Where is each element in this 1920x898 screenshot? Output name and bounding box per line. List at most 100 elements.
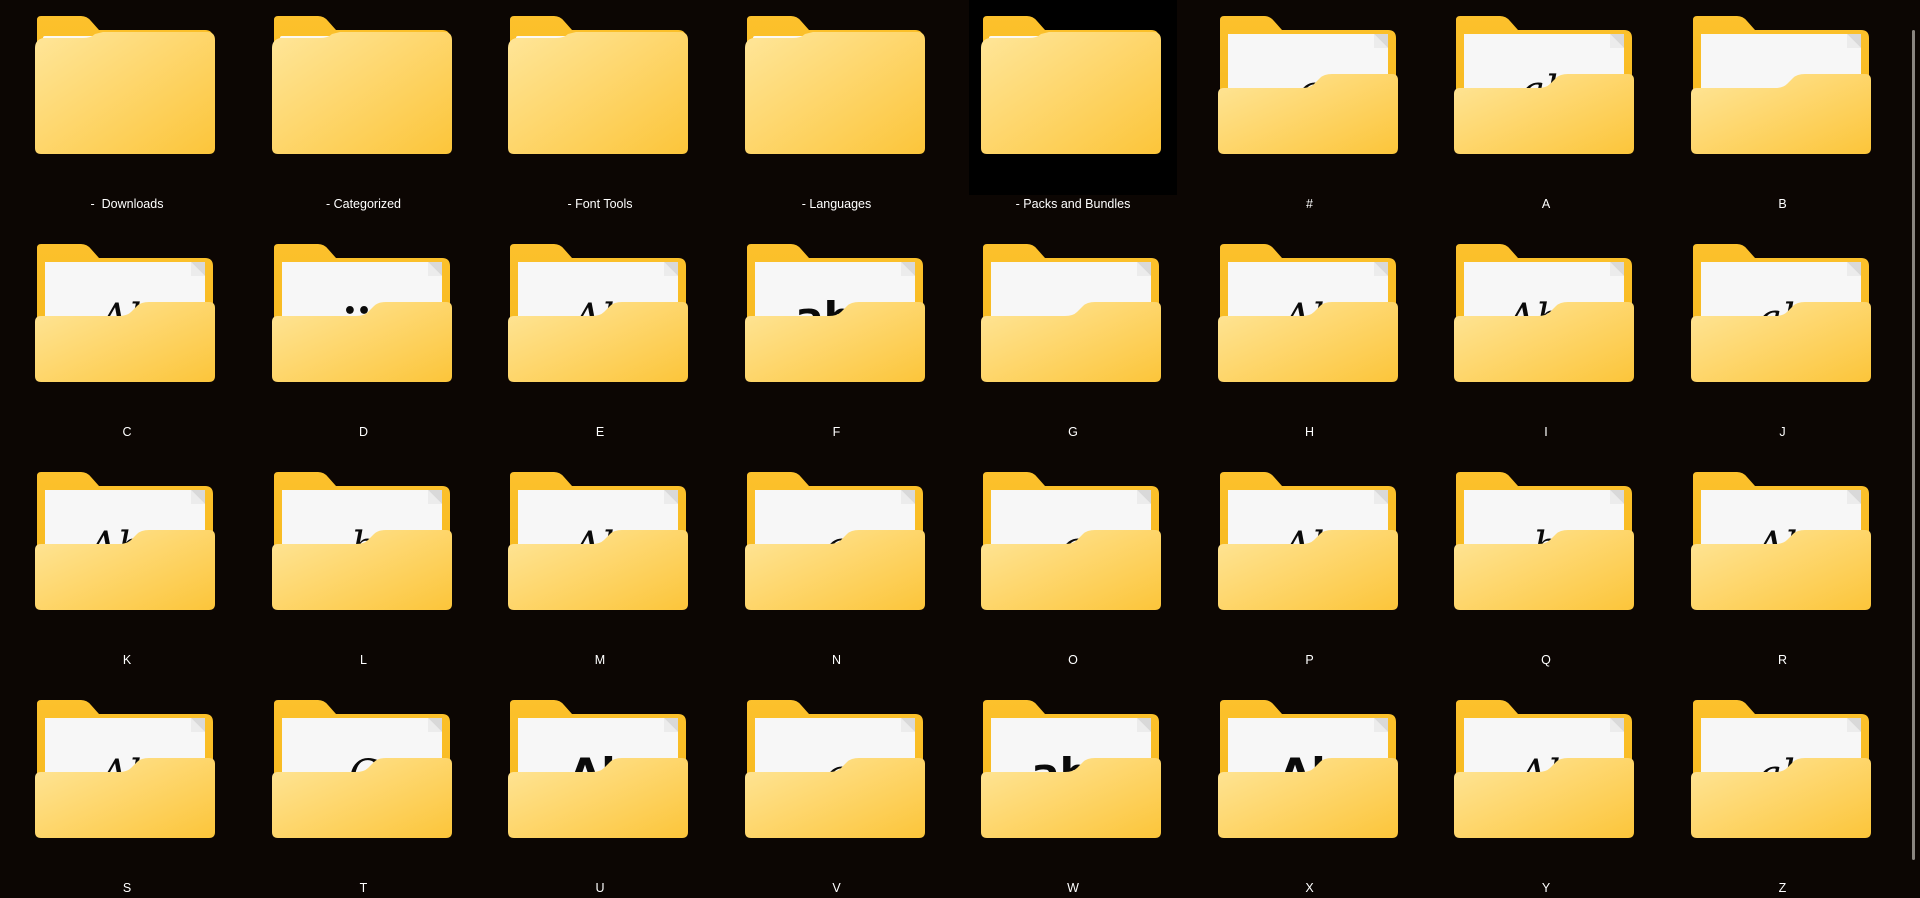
folder-item-22[interactable]: Ab P (1206, 456, 1414, 684)
folder-front (1454, 302, 1634, 382)
folder-label: - Categorized (325, 197, 402, 211)
folder-item-13[interactable]: G (969, 228, 1177, 456)
folder-front (271, 32, 452, 154)
folder-with-document-icon: a (1217, 16, 1398, 154)
folder-front (981, 530, 1161, 610)
folder-with-document-icon: b (271, 472, 452, 610)
folder-item-31[interactable]: Ab Y (1442, 684, 1650, 898)
folder-label: T (359, 881, 368, 895)
folder-icon (744, 16, 925, 154)
folder-front (1454, 758, 1634, 838)
folder-front (1454, 530, 1634, 610)
folder-with-document-icon: Ab (1690, 472, 1871, 610)
folder-item-2[interactable]: - Categorized (260, 0, 468, 228)
folder-front (271, 530, 452, 610)
folder-item-16[interactable]: ab J (1679, 228, 1887, 456)
folder-front (981, 32, 1161, 154)
folder-item-8[interactable]: B (1679, 0, 1887, 228)
folder-front (1217, 302, 1398, 382)
folder-label: - Downloads (90, 197, 164, 211)
folder-item-26[interactable]: C T (260, 684, 468, 898)
folder-with-document-icon (1690, 16, 1871, 154)
folder-with-document-icon: Ab (508, 244, 688, 382)
folder-front (744, 302, 925, 382)
folder-label: C (122, 425, 132, 439)
folder-item-7[interactable]: ab A (1442, 0, 1650, 228)
folder-label: G (1068, 425, 1078, 439)
folder-label: L (360, 653, 367, 667)
folder-label: Q (1541, 653, 1551, 667)
folder-label: P (1305, 653, 1314, 667)
folder-front (271, 758, 452, 838)
vertical-scrollbar[interactable] (1910, 0, 1920, 898)
folder-with-document-icon: Ab (1217, 244, 1398, 382)
folder-front (744, 758, 925, 838)
folder-label: H (1304, 425, 1315, 439)
folder-item-20[interactable]: a N (733, 456, 941, 684)
folder-item-27[interactable]: Ab U (496, 684, 704, 898)
folder-front (1690, 302, 1871, 382)
folder-item-5[interactable]: - Packs and Bundles (969, 0, 1177, 228)
folder-with-document-icon: Aba (1454, 244, 1634, 382)
folder-with-document-icon: Abc (35, 472, 215, 610)
folder-front (508, 530, 688, 610)
folder-front (1217, 530, 1398, 610)
folder-with-document-icon: abc (744, 244, 925, 382)
folder-front (981, 302, 1161, 382)
folder-label: - Packs and Bundles (1015, 197, 1131, 211)
scrollbar-thumb[interactable] (1912, 30, 1915, 860)
folder-item-10[interactable]: ••• D (260, 228, 468, 456)
folder-label: Y (1541, 881, 1551, 895)
folder-item-9[interactable]: Ab C (23, 228, 231, 456)
folder-label: R (1777, 653, 1788, 667)
folder-icon (35, 16, 215, 154)
folder-item-1[interactable]: - Downloads (23, 0, 231, 228)
folder-item-4[interactable]: - Languages (733, 0, 941, 228)
folder-label: - Languages (801, 197, 872, 211)
folder-item-12[interactable]: abc F (733, 228, 941, 456)
folder-item-23[interactable]: b Q (1442, 456, 1650, 684)
folder-item-18[interactable]: b L (260, 456, 468, 684)
folder-front (744, 530, 925, 610)
folder-item-17[interactable]: Abc K (23, 456, 231, 684)
folder-label: U (595, 881, 605, 895)
folder-label: W (1067, 881, 1079, 895)
folder-item-25[interactable]: Ab S (23, 684, 231, 898)
folder-item-11[interactable]: Ab E (496, 228, 704, 456)
folder-item-19[interactable]: Ab M (496, 456, 704, 684)
folder-item-6[interactable]: a # (1206, 0, 1414, 228)
folder-item-30[interactable]: Ab X (1206, 684, 1414, 898)
folder-item-32[interactable]: ab Z (1679, 684, 1887, 898)
folder-front (35, 302, 215, 382)
folder-front (35, 530, 215, 610)
folder-with-document-icon: ab (1690, 700, 1871, 838)
folder-front (35, 32, 215, 154)
folder-item-28[interactable]: a V (733, 684, 941, 898)
folder-label: X (1305, 881, 1314, 895)
folder-with-document-icon: C (271, 700, 452, 838)
folder-item-21[interactable]: a O (969, 456, 1177, 684)
folder-label: V (832, 881, 841, 895)
folder-label: B (1778, 197, 1787, 211)
folder-front (1217, 758, 1398, 838)
folder-label: - Font Tools (567, 197, 633, 211)
folder-front (508, 302, 688, 382)
folder-item-29[interactable]: abc W (969, 684, 1177, 898)
folder-with-document-icon (981, 244, 1161, 382)
folder-front (1690, 74, 1871, 154)
folder-front (981, 758, 1161, 838)
folder-with-document-icon: ••• (271, 244, 452, 382)
folder-with-document-icon: ab (1690, 244, 1871, 382)
folder-with-document-icon: a (981, 472, 1161, 610)
folder-label: A (1541, 197, 1551, 211)
folder-front (744, 32, 925, 154)
folder-label: J (1779, 425, 1786, 439)
folder-item-3[interactable]: - Font Tools (496, 0, 704, 228)
folder-front (1217, 74, 1398, 154)
folder-item-15[interactable]: Aba I (1442, 228, 1650, 456)
folder-with-document-icon: Ab (1217, 700, 1398, 838)
folder-item-14[interactable]: Ab H (1206, 228, 1414, 456)
folder-item-24[interactable]: Ab R (1679, 456, 1887, 684)
